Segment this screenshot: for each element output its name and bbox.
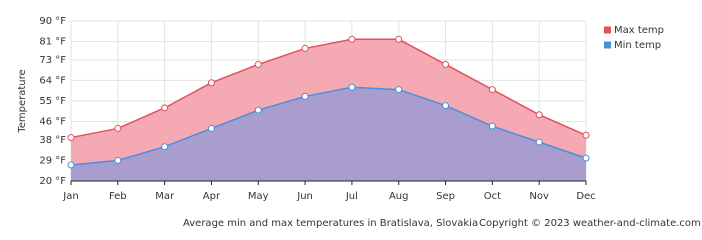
x-tick-label: Jan	[62, 191, 78, 202]
x-tick-label: Jun	[296, 191, 313, 202]
legend-swatch	[604, 26, 611, 34]
data-point	[254, 106, 262, 114]
data-point	[582, 154, 590, 162]
x-tick-label: Dec	[576, 191, 595, 202]
x-tick-label: Jul	[345, 191, 358, 202]
data-point	[161, 143, 169, 151]
data-point	[348, 83, 356, 91]
y-axis-label: Temperature	[17, 69, 28, 133]
data-point	[582, 131, 590, 139]
x-tick-label: Feb	[109, 191, 127, 202]
data-point	[67, 161, 75, 169]
caption: Average min and max temperatures in Brat…	[183, 218, 478, 229]
data-point	[254, 60, 262, 68]
y-tick-label: 38 °F	[39, 135, 66, 146]
data-point	[395, 35, 403, 43]
data-point	[348, 35, 356, 43]
data-point	[301, 92, 309, 100]
y-tick-label: 81 °F	[39, 37, 66, 48]
data-point	[488, 122, 496, 130]
data-point	[488, 86, 496, 94]
x-tick-label: Sep	[436, 191, 455, 202]
data-point	[67, 134, 75, 142]
data-point	[442, 102, 450, 110]
x-tick-label: Apr	[203, 191, 221, 202]
chart: Temperature Average min and max temperat…	[17, 16, 701, 229]
x-tick-label: Oct	[484, 191, 501, 202]
data-point	[207, 79, 215, 87]
data-point	[535, 111, 543, 119]
x-tick-label: Nov	[529, 191, 549, 202]
area-fill	[71, 87, 586, 181]
data-point	[535, 138, 543, 146]
x-tick-label: Mar	[155, 191, 175, 202]
y-tick-label: 55 °F	[39, 96, 66, 107]
legend-swatch	[604, 41, 611, 49]
y-tick-label: 64 °F	[39, 75, 66, 86]
y-tick-label: 20 °F	[39, 176, 66, 187]
data-point	[161, 104, 169, 112]
legend-label: Max temp	[614, 25, 664, 36]
copyright: Copyright © 2023 weather-and-climate.com	[479, 218, 701, 229]
y-tick-label: 29 °F	[39, 155, 66, 166]
y-tick-label: 46 °F	[39, 117, 66, 128]
series-line	[70, 86, 587, 166]
data-point	[395, 86, 403, 94]
x-tick-label: May	[248, 191, 269, 202]
y-tick-label: 90 °F	[39, 16, 66, 27]
y-tick-label: 73 °F	[39, 55, 66, 66]
series-line	[70, 38, 587, 139]
data-point	[114, 156, 122, 164]
data-point	[207, 124, 215, 132]
data-point	[442, 60, 450, 68]
data-point	[301, 44, 309, 52]
legend-label: Min temp	[614, 40, 661, 51]
x-tick-label: Aug	[389, 191, 409, 202]
data-point	[114, 124, 122, 132]
